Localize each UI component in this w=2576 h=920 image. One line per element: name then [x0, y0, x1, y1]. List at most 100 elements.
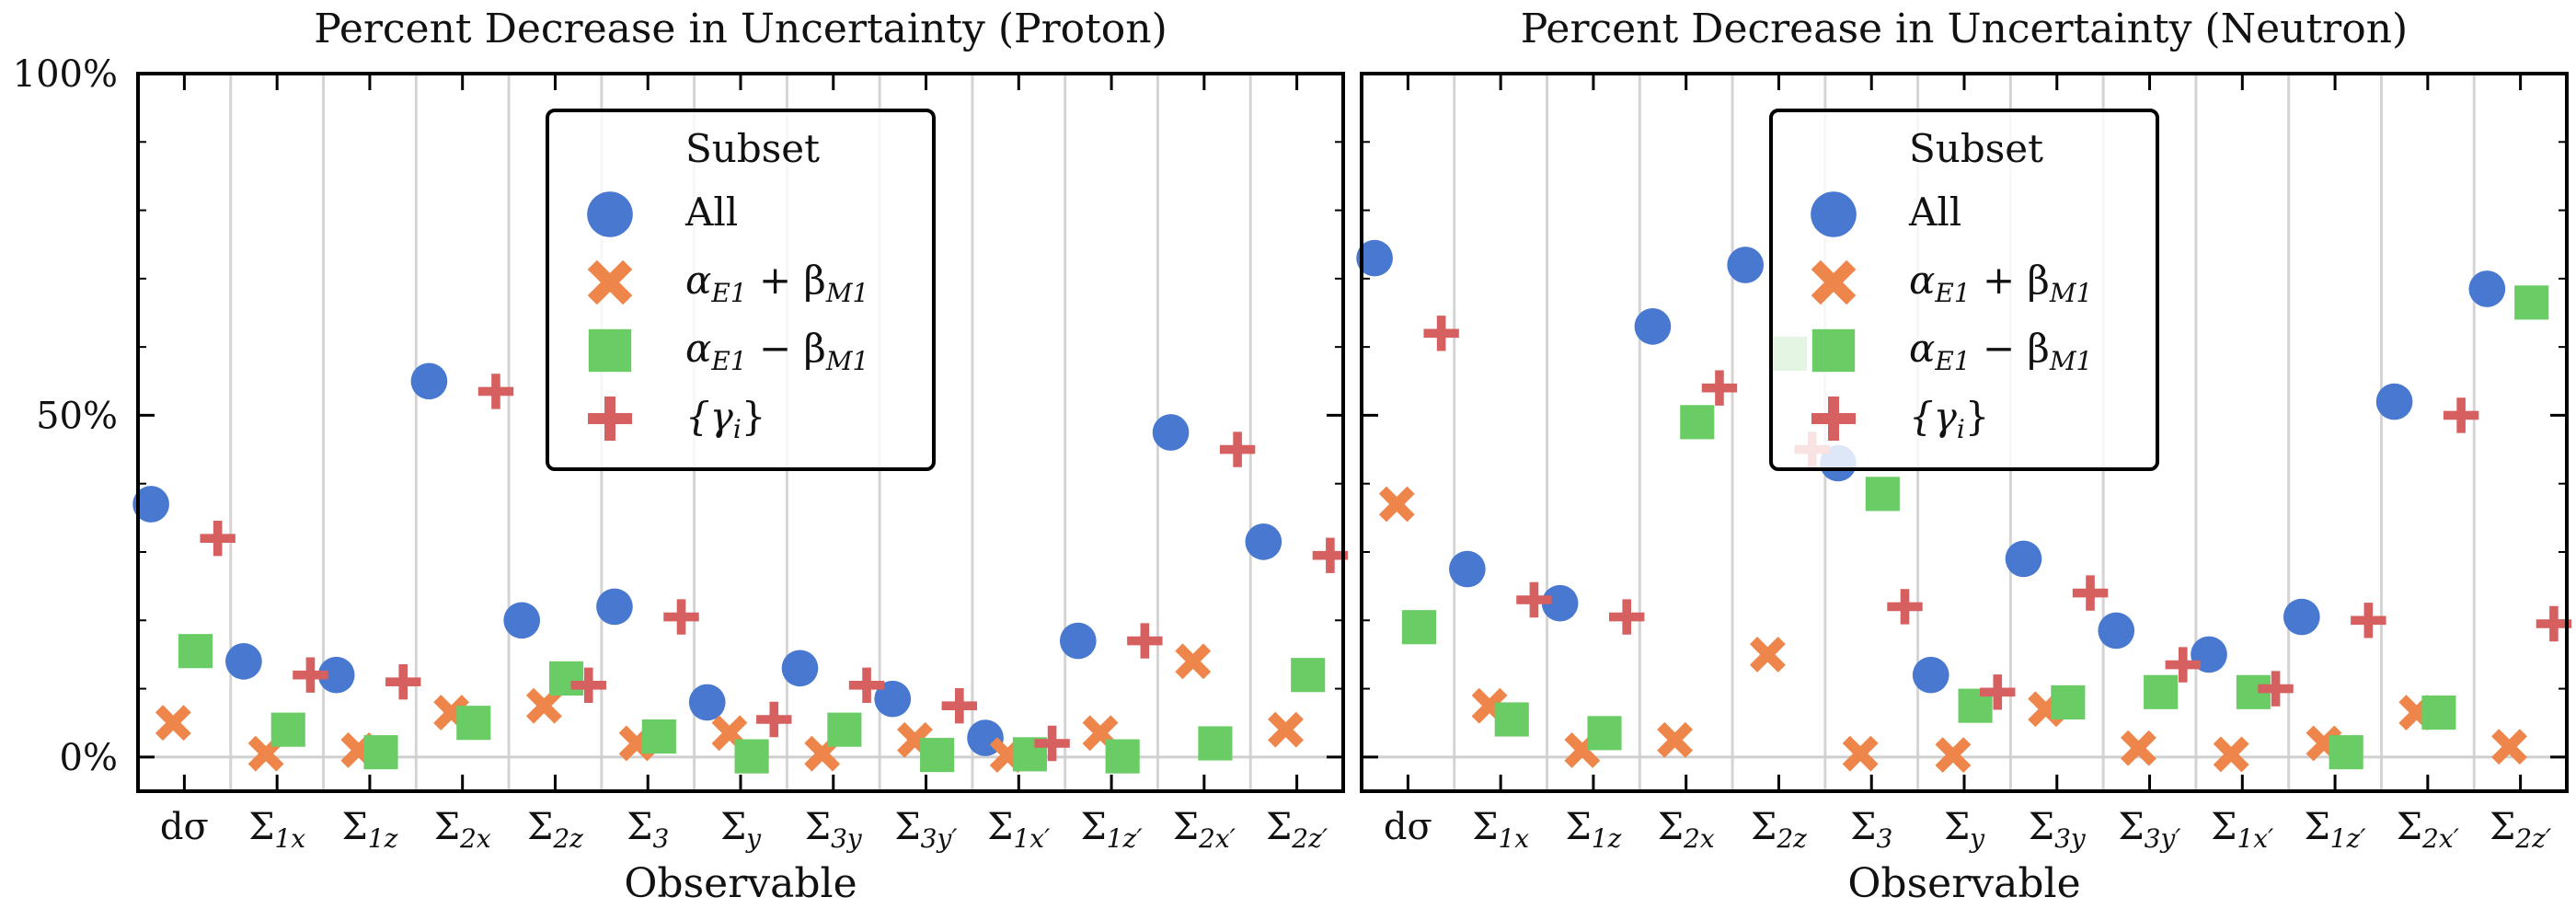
data-point-circle	[1356, 239, 1393, 277]
data-point-circle	[596, 588, 633, 626]
data-point-plus	[570, 667, 606, 704]
legend-entry-label: αE1 − βM1	[685, 326, 868, 376]
panel-1: 0% 50% 100% dσ Σ1x Σ1z Σ2x Σ2z Σ3 Σy Σ3y Σ3y′ Σ1x′ Σ1…	[13, 6, 1349, 907]
data-point-plus	[2351, 603, 2386, 638]
x-tick-label: Σ1z	[341, 806, 397, 854]
data-point-circle	[503, 602, 541, 639]
data-point-square	[827, 712, 862, 747]
legend-title: Subset	[685, 126, 820, 171]
data-point-plus	[1516, 581, 1552, 618]
legend-marker-square	[588, 328, 632, 373]
x-tick-label: Σy	[1944, 806, 1985, 854]
chart-title: Percent Decrease in Uncertainty (Proton)	[314, 6, 1167, 52]
data-point-circle	[2098, 612, 2135, 650]
data-point-circle	[1059, 622, 1097, 660]
data-point-plus	[848, 667, 885, 704]
data-point-square	[2329, 735, 2363, 770]
data-point-square	[270, 712, 305, 747]
data-point-square	[548, 661, 584, 696]
data-point-x	[1657, 721, 1694, 758]
data-point-square	[1105, 739, 1140, 774]
data-point-x	[1378, 486, 1415, 523]
data-point-square	[920, 738, 955, 773]
legend-marker-plus	[588, 397, 632, 441]
x-tick-label: Σ1x	[1472, 806, 1529, 854]
data-point-x	[1175, 643, 1212, 680]
data-point-x	[2491, 729, 2527, 765]
x-tick-label: Σ2z	[1751, 806, 1807, 854]
plot-frame	[1360, 72, 2569, 793]
data-point-x	[1749, 636, 1786, 673]
data-point-square	[2421, 696, 2456, 730]
data-point-plus	[756, 701, 792, 738]
x-tick-label: Σy	[720, 806, 762, 854]
y-tick-label: 0%	[60, 737, 118, 779]
legend-entry-label: All	[1908, 190, 1961, 235]
x-tick-label: Σ1x	[248, 806, 305, 854]
data-point-plus	[1423, 316, 1459, 351]
data-point-square	[641, 719, 676, 754]
legend-entry-label: {γi}	[1909, 394, 1990, 444]
x-tick-label: Σ3y′	[894, 806, 958, 854]
data-point-circle	[1152, 414, 1190, 451]
data-point-circle	[1245, 523, 1282, 560]
data-point-square	[734, 739, 769, 774]
data-point-square	[178, 634, 213, 669]
data-point-plus	[293, 657, 328, 693]
data-point-square	[1494, 702, 1529, 737]
legend-marker-square	[1811, 328, 1856, 373]
legend-marker-circle	[587, 191, 633, 237]
data-point-circle	[2005, 540, 2042, 578]
data-point-plus	[1887, 589, 1923, 625]
chart-title: Percent Decrease in Uncertainty (Neutron…	[1521, 6, 2408, 52]
data-point-circle	[2468, 270, 2506, 307]
x-axis-label: Observable	[624, 860, 857, 907]
legend-entry-label: αE1 − βM1	[1909, 326, 2092, 376]
data-point-square	[363, 735, 398, 770]
data-point-plus	[477, 374, 514, 409]
x-tick-label: Σ2x′	[2397, 806, 2460, 854]
data-point-square	[1198, 726, 1233, 761]
legend-title: Subset	[1909, 126, 2043, 171]
data-point-plus	[1034, 725, 1070, 762]
data-point-x	[1268, 711, 1304, 748]
x-tick-label: Σ2x	[1658, 806, 1715, 854]
legend-entry-label: αE1 + βM1	[685, 258, 868, 308]
data-point-x	[2213, 736, 2249, 773]
data-point-circle	[1541, 584, 1579, 622]
legend-frame	[1769, 109, 2159, 471]
data-point-plus	[1609, 599, 1645, 635]
legend-marker-x	[1811, 259, 1857, 305]
data-point-square	[1865, 477, 1900, 512]
data-point-plus	[2072, 575, 2109, 611]
data-point-x	[1935, 737, 1972, 774]
data-point-circle	[317, 656, 355, 694]
data-point-square	[2051, 684, 2086, 719]
data-point-x	[1842, 735, 1879, 772]
data-point-plus	[663, 599, 699, 635]
data-point-circle	[225, 643, 262, 680]
x-tick-label: dσ	[1384, 806, 1432, 848]
data-point-plus	[2165, 647, 2202, 683]
legend-entry-label: All	[684, 190, 738, 235]
legend-entry-label: {γi}	[685, 394, 766, 444]
data-point-square	[456, 706, 491, 741]
data-point-x	[155, 705, 191, 742]
data-point-circle	[874, 680, 912, 718]
data-point-square	[2144, 674, 2179, 709]
data-point-circle	[1449, 550, 1486, 588]
panel-2: dσ Σ1x Σ1z Σ2x Σ2z Σ3 Σy Σ3y Σ3y′ Σ1x′ Σ1z′ Σ2x′ Σ2z…	[1356, 6, 2572, 907]
legend: Subset All αE1 + βM1 αE1 − βM1 {γi}	[546, 109, 936, 471]
x-tick-label: Σ2x	[434, 806, 491, 854]
data-point-plus	[2443, 397, 2479, 433]
x-tick-label: Σ1z′	[1080, 806, 1143, 854]
data-point-plus	[1980, 674, 2016, 710]
data-point-circle	[781, 650, 819, 687]
legend: Subset All αE1 + βM1 αE1 − βM1 {γi}	[1769, 109, 2159, 471]
data-point-circle	[1912, 656, 1949, 694]
data-point-plus	[941, 687, 978, 724]
data-point-square	[2514, 285, 2549, 320]
data-point-x	[525, 687, 562, 724]
data-point-plus	[1219, 431, 1256, 467]
x-tick-label: Σ2z′	[2490, 806, 2552, 854]
